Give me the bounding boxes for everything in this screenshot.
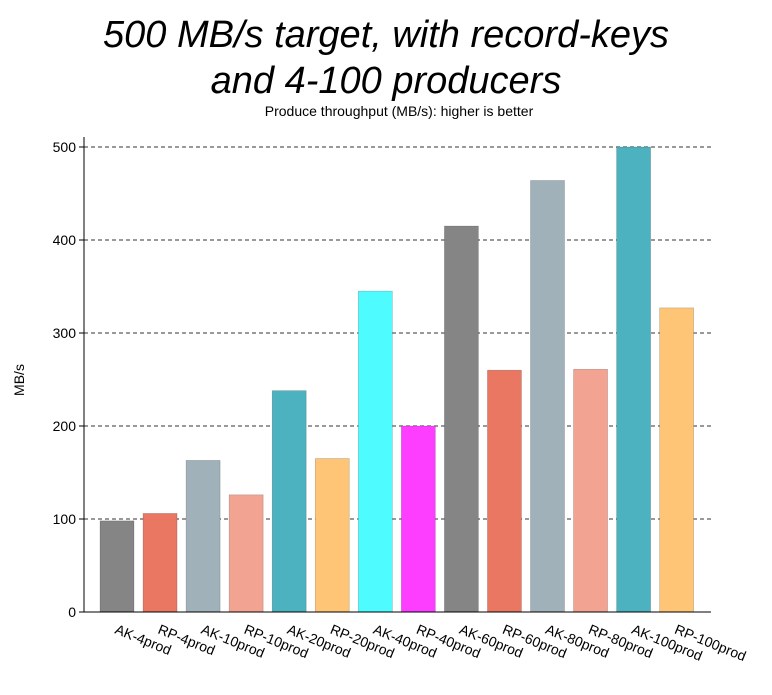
bar-ak-10prod xyxy=(185,460,221,613)
chart-title-line-1: 500 MB/s target, with record-keys xyxy=(103,14,669,56)
bar-ak-40prod xyxy=(357,290,393,613)
chart-title-line-2: and 4-100 producers xyxy=(210,60,562,102)
bar-rp-4prod xyxy=(142,513,178,613)
chart-subtitle: Produce throughput (MB/s): higher is bet… xyxy=(264,103,534,119)
bar-ak-60prod xyxy=(444,225,479,613)
bar-rp-40prod xyxy=(401,425,436,613)
y-tick-label: 400 xyxy=(53,232,77,248)
bar-rp-10prod xyxy=(228,494,264,613)
bars xyxy=(99,146,694,613)
y-tick-label: 300 xyxy=(53,325,77,341)
bar-rp-20prod xyxy=(314,458,350,613)
bar-ak-80prod xyxy=(530,180,565,613)
y-tick-label: 100 xyxy=(53,511,77,527)
bar-ak-20prod xyxy=(271,390,307,613)
y-tick-label: 500 xyxy=(53,139,77,155)
y-tick-label: 0 xyxy=(68,604,76,620)
bar-ak-100prod xyxy=(616,146,651,613)
bar-rp-100prod xyxy=(659,307,694,613)
axes xyxy=(79,137,711,613)
y-axis-label: MB/s xyxy=(11,364,27,396)
chart-title: 500 MB/s target, with record-keys and 4-… xyxy=(0,12,772,104)
y-tick-labels: 0 100 200 300 400 500 xyxy=(53,139,77,620)
bar-rp-80prod xyxy=(573,368,608,613)
x-tick-labels: AK-4prodRP-4prodAK-10prodRP-10prodAK-20p… xyxy=(113,621,749,664)
bar-rp-60prod xyxy=(487,369,522,613)
bar-ak-4prod xyxy=(99,520,135,613)
y-tick-label: 200 xyxy=(53,418,77,434)
